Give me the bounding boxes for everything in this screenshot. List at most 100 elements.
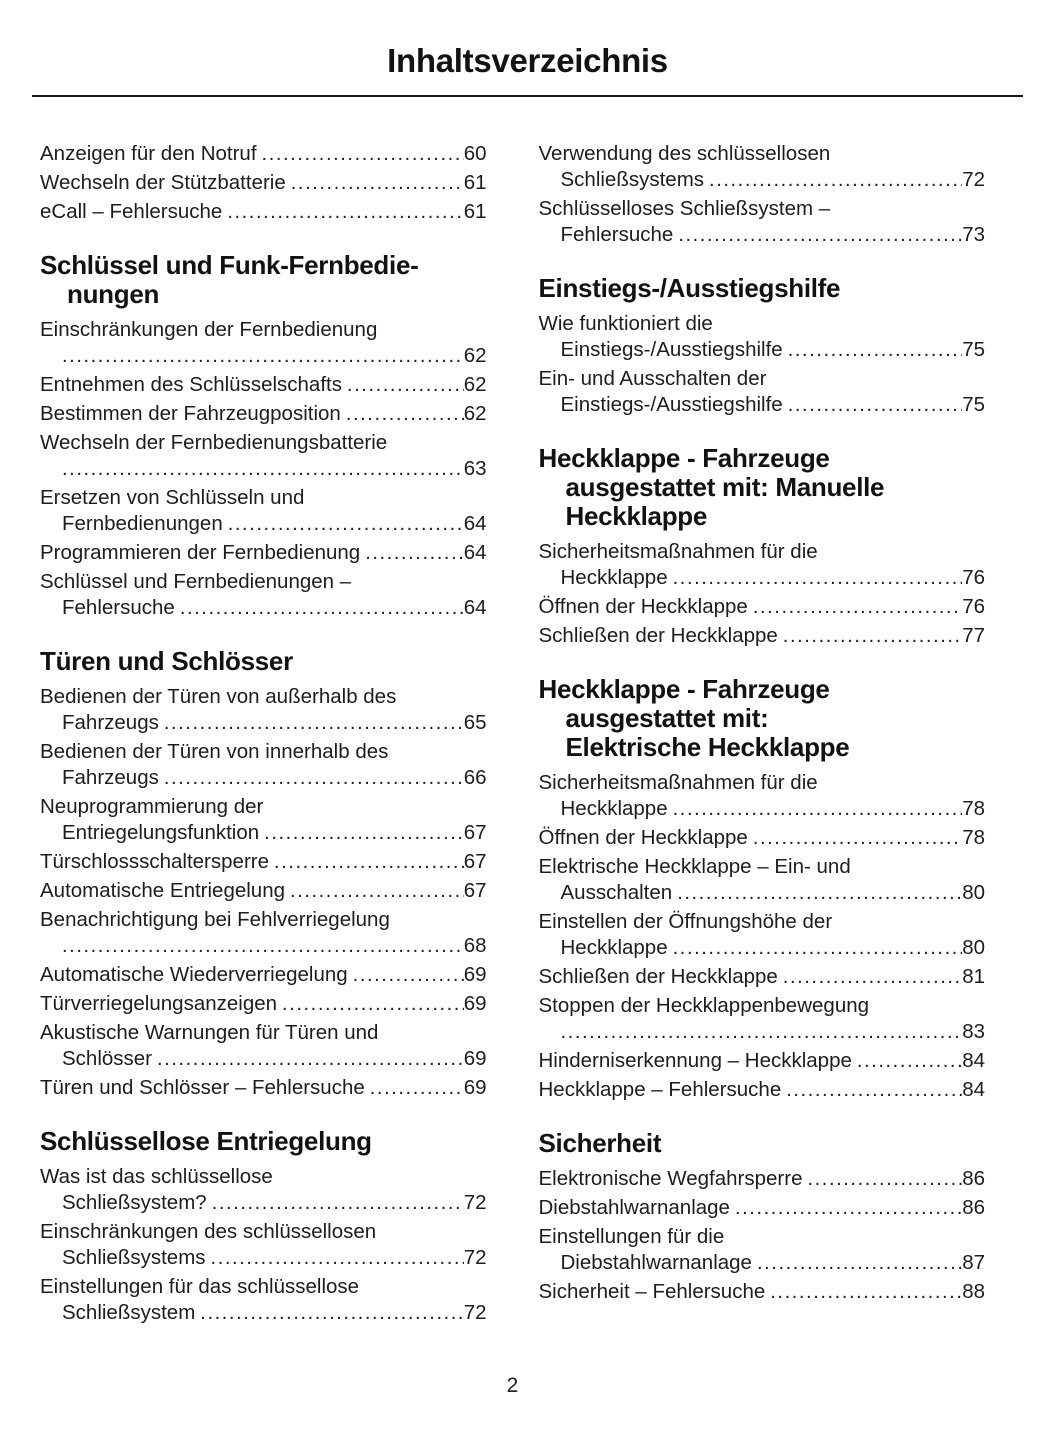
dot-leader	[673, 935, 963, 961]
dot-leader	[274, 849, 464, 875]
toc-entry: Programmieren der Fernbedienung 64	[40, 540, 487, 566]
dot-leader	[282, 991, 464, 1017]
toc-entry-page: 62	[463, 402, 487, 425]
toc-entry-page: 83	[962, 1020, 985, 1043]
toc-entry-line: Einschränkungen der Fernbedienung	[40, 318, 378, 341]
toc-entry-line: Einschränkungen des schlüssellosen	[40, 1220, 377, 1243]
toc-entry-label: Fehlersuche	[62, 596, 175, 619]
toc-entry-line: Entriegelungsfunktion 67	[40, 820, 487, 846]
toc-entry: Schließen der Heckklappe 77	[539, 623, 986, 649]
toc-entry-line: Akustische Warnungen für Türen und	[40, 1021, 379, 1044]
toc-entry-label: Einstiegs-/Ausstiegshilfe	[560, 393, 783, 416]
toc-entry-line: Fernbedienungen 64	[40, 511, 487, 537]
section-heading-line: nungen	[67, 279, 160, 309]
toc-entry-line: Schließen der Heckklappe 81	[539, 964, 986, 990]
page-footer: 2	[40, 1374, 985, 1398]
toc-entry-line: Heckklappe 78	[539, 796, 986, 822]
toc-entry-page: 76	[962, 595, 985, 618]
section-heading: Sicherheit	[539, 1129, 986, 1158]
toc-entry: Öffnen der Heckklappe 78	[539, 825, 986, 851]
toc-entry: Hinderniserkennung – Heckklappe 84	[539, 1048, 986, 1074]
toc-entry-line: Einstiegs-/Ausstiegshilfe 75	[539, 392, 986, 418]
toc-entry-line: Automatische Entriegelung 67	[40, 878, 487, 904]
toc-entry-label: Hinderniserkennung – Heckklappe	[538, 1049, 852, 1072]
toc-entry-label: Fernbedienungen	[62, 512, 223, 535]
dot-leader	[180, 595, 464, 621]
toc-entry-label: Diebstahlwarnanlage	[538, 1196, 730, 1219]
toc-entry: Elektronische Wegfahrsperre 86	[539, 1166, 986, 1192]
toc-entry-line: Schlösser 69	[40, 1046, 487, 1072]
section-heading: Schlüssellose Entriegelung	[40, 1127, 487, 1156]
toc-entry-page: 68	[463, 934, 487, 957]
dot-leader	[200, 1300, 463, 1326]
dot-leader	[783, 623, 962, 649]
toc-entry-line: Automatische Wiederverriegelung 69	[40, 962, 487, 988]
toc-entry: Diebstahlwarnanlage 86	[539, 1195, 986, 1221]
toc-entry-line: Türschlossschaltersperre 67	[40, 849, 487, 875]
dot-leader	[735, 1195, 962, 1221]
toc-entry-page: 64	[463, 512, 487, 535]
toc-entry-line: Verwendung des schlüssellosen	[538, 142, 831, 165]
toc-entry-label: Bestimmen der Fahrzeugposition	[40, 402, 341, 425]
toc-entry-page: 67	[463, 850, 487, 873]
toc-entry-page: 86	[962, 1196, 985, 1219]
toc-entry-page: 72	[962, 168, 985, 191]
toc-entry-line: Einstellungen für das schlüssellose	[40, 1275, 360, 1298]
toc-entry-page: 80	[962, 881, 985, 904]
toc-entry: Bestimmen der Fahrzeugposition 62	[40, 401, 487, 427]
dot-leader	[788, 392, 963, 418]
toc-entry-label: Schließsystem?	[62, 1191, 207, 1214]
toc-entry: Benachrichtigung bei Fehlverriegelung 68	[40, 907, 487, 959]
toc-entry-line: Schließsystems 72	[40, 1245, 487, 1271]
toc-entry-line: Fahrzeugs 65	[40, 710, 487, 736]
dot-leader	[753, 594, 962, 620]
toc-entry-label: Programmieren der Fernbedienung	[40, 541, 361, 564]
toc-entry-line: Bedienen der Türen von außerhalb des	[40, 685, 397, 708]
toc-entry-label: Diebstahlwarnanlage	[560, 1251, 752, 1274]
toc-entry-line: Einstellungen für die	[538, 1225, 725, 1248]
toc-entry: Schlüsselloses Schließsystem – Fehlersuch…	[539, 196, 986, 248]
toc-entry-line: Schließsystems 72	[539, 167, 986, 193]
toc-entry-line: Ausschalten 80	[539, 880, 986, 906]
toc-entry-page: 64	[463, 541, 487, 564]
toc-entry: Sicherheitsmaßnahmen für die Heckklappe 76	[539, 539, 986, 591]
section-heading-line: Heckklappe	[565, 501, 708, 531]
dot-leader	[753, 825, 962, 851]
dot-leader	[365, 540, 463, 566]
toc-entry-label: Schließen der Heckklappe	[538, 624, 778, 647]
toc-entry: Heckklappe – Fehlersuche 84	[539, 1077, 986, 1103]
toc-entry-page: 69	[463, 1076, 487, 1099]
section-heading: Heckklappe - Fahrzeuge ausgestattet mit: …	[539, 444, 986, 531]
toc-entry: Öffnen der Heckklappe 76	[539, 594, 986, 620]
toc-entry-line: Einstellen der Öffnungshöhe der	[538, 910, 833, 933]
toc-entry-line: Anzeigen für den Notruf 60	[40, 141, 487, 167]
toc-entry: Schließen der Heckklappe 81	[539, 964, 986, 990]
toc-entry-line: Schließen der Heckklappe 77	[539, 623, 986, 649]
toc-entry-page: 87	[962, 1251, 985, 1274]
toc-entry-page: 81	[962, 965, 985, 988]
dot-leader	[262, 141, 464, 167]
toc-entry-label: Schlösser	[62, 1047, 153, 1070]
toc-entry: Einstellungen für das schlüssellose Schli…	[40, 1274, 487, 1326]
toc-entry-page: 76	[962, 566, 985, 589]
toc-entry: Elektrische Heckklappe – Ein- und Ausscha…	[539, 854, 986, 906]
toc-entry: Verwendung des schlüssellosen Schließsyst…	[539, 141, 986, 193]
toc-entry-label: Heckklappe	[560, 566, 668, 589]
toc-entry-line: Diebstahlwarnanlage 86	[539, 1195, 986, 1221]
dot-leader	[264, 820, 464, 846]
toc-entry-line: Einstiegs-/Ausstiegshilfe 75	[539, 337, 986, 363]
dot-leader	[709, 167, 962, 193]
toc-entry-label: Elektronische Wegfahrsperre	[538, 1167, 803, 1190]
toc-entry-line: Sicherheitsmaßnahmen für die	[538, 540, 818, 563]
toc-entry-line: Fehlersuche 73	[539, 222, 986, 248]
dot-leader	[212, 1190, 464, 1216]
toc-entry-label: Fahrzeugs	[62, 766, 159, 789]
toc-entry-label: Heckklappe – Fehlersuche	[538, 1078, 782, 1101]
section-heading: Türen und Schlösser	[40, 647, 487, 676]
toc-entry-line: Hinderniserkennung – Heckklappe 84	[539, 1048, 986, 1074]
toc-entry-page: 60	[463, 142, 487, 165]
toc-entry-page: 61	[463, 171, 487, 194]
toc-entry-label: Fahrzeugs	[62, 711, 159, 734]
toc-entry-page: 84	[962, 1078, 985, 1101]
